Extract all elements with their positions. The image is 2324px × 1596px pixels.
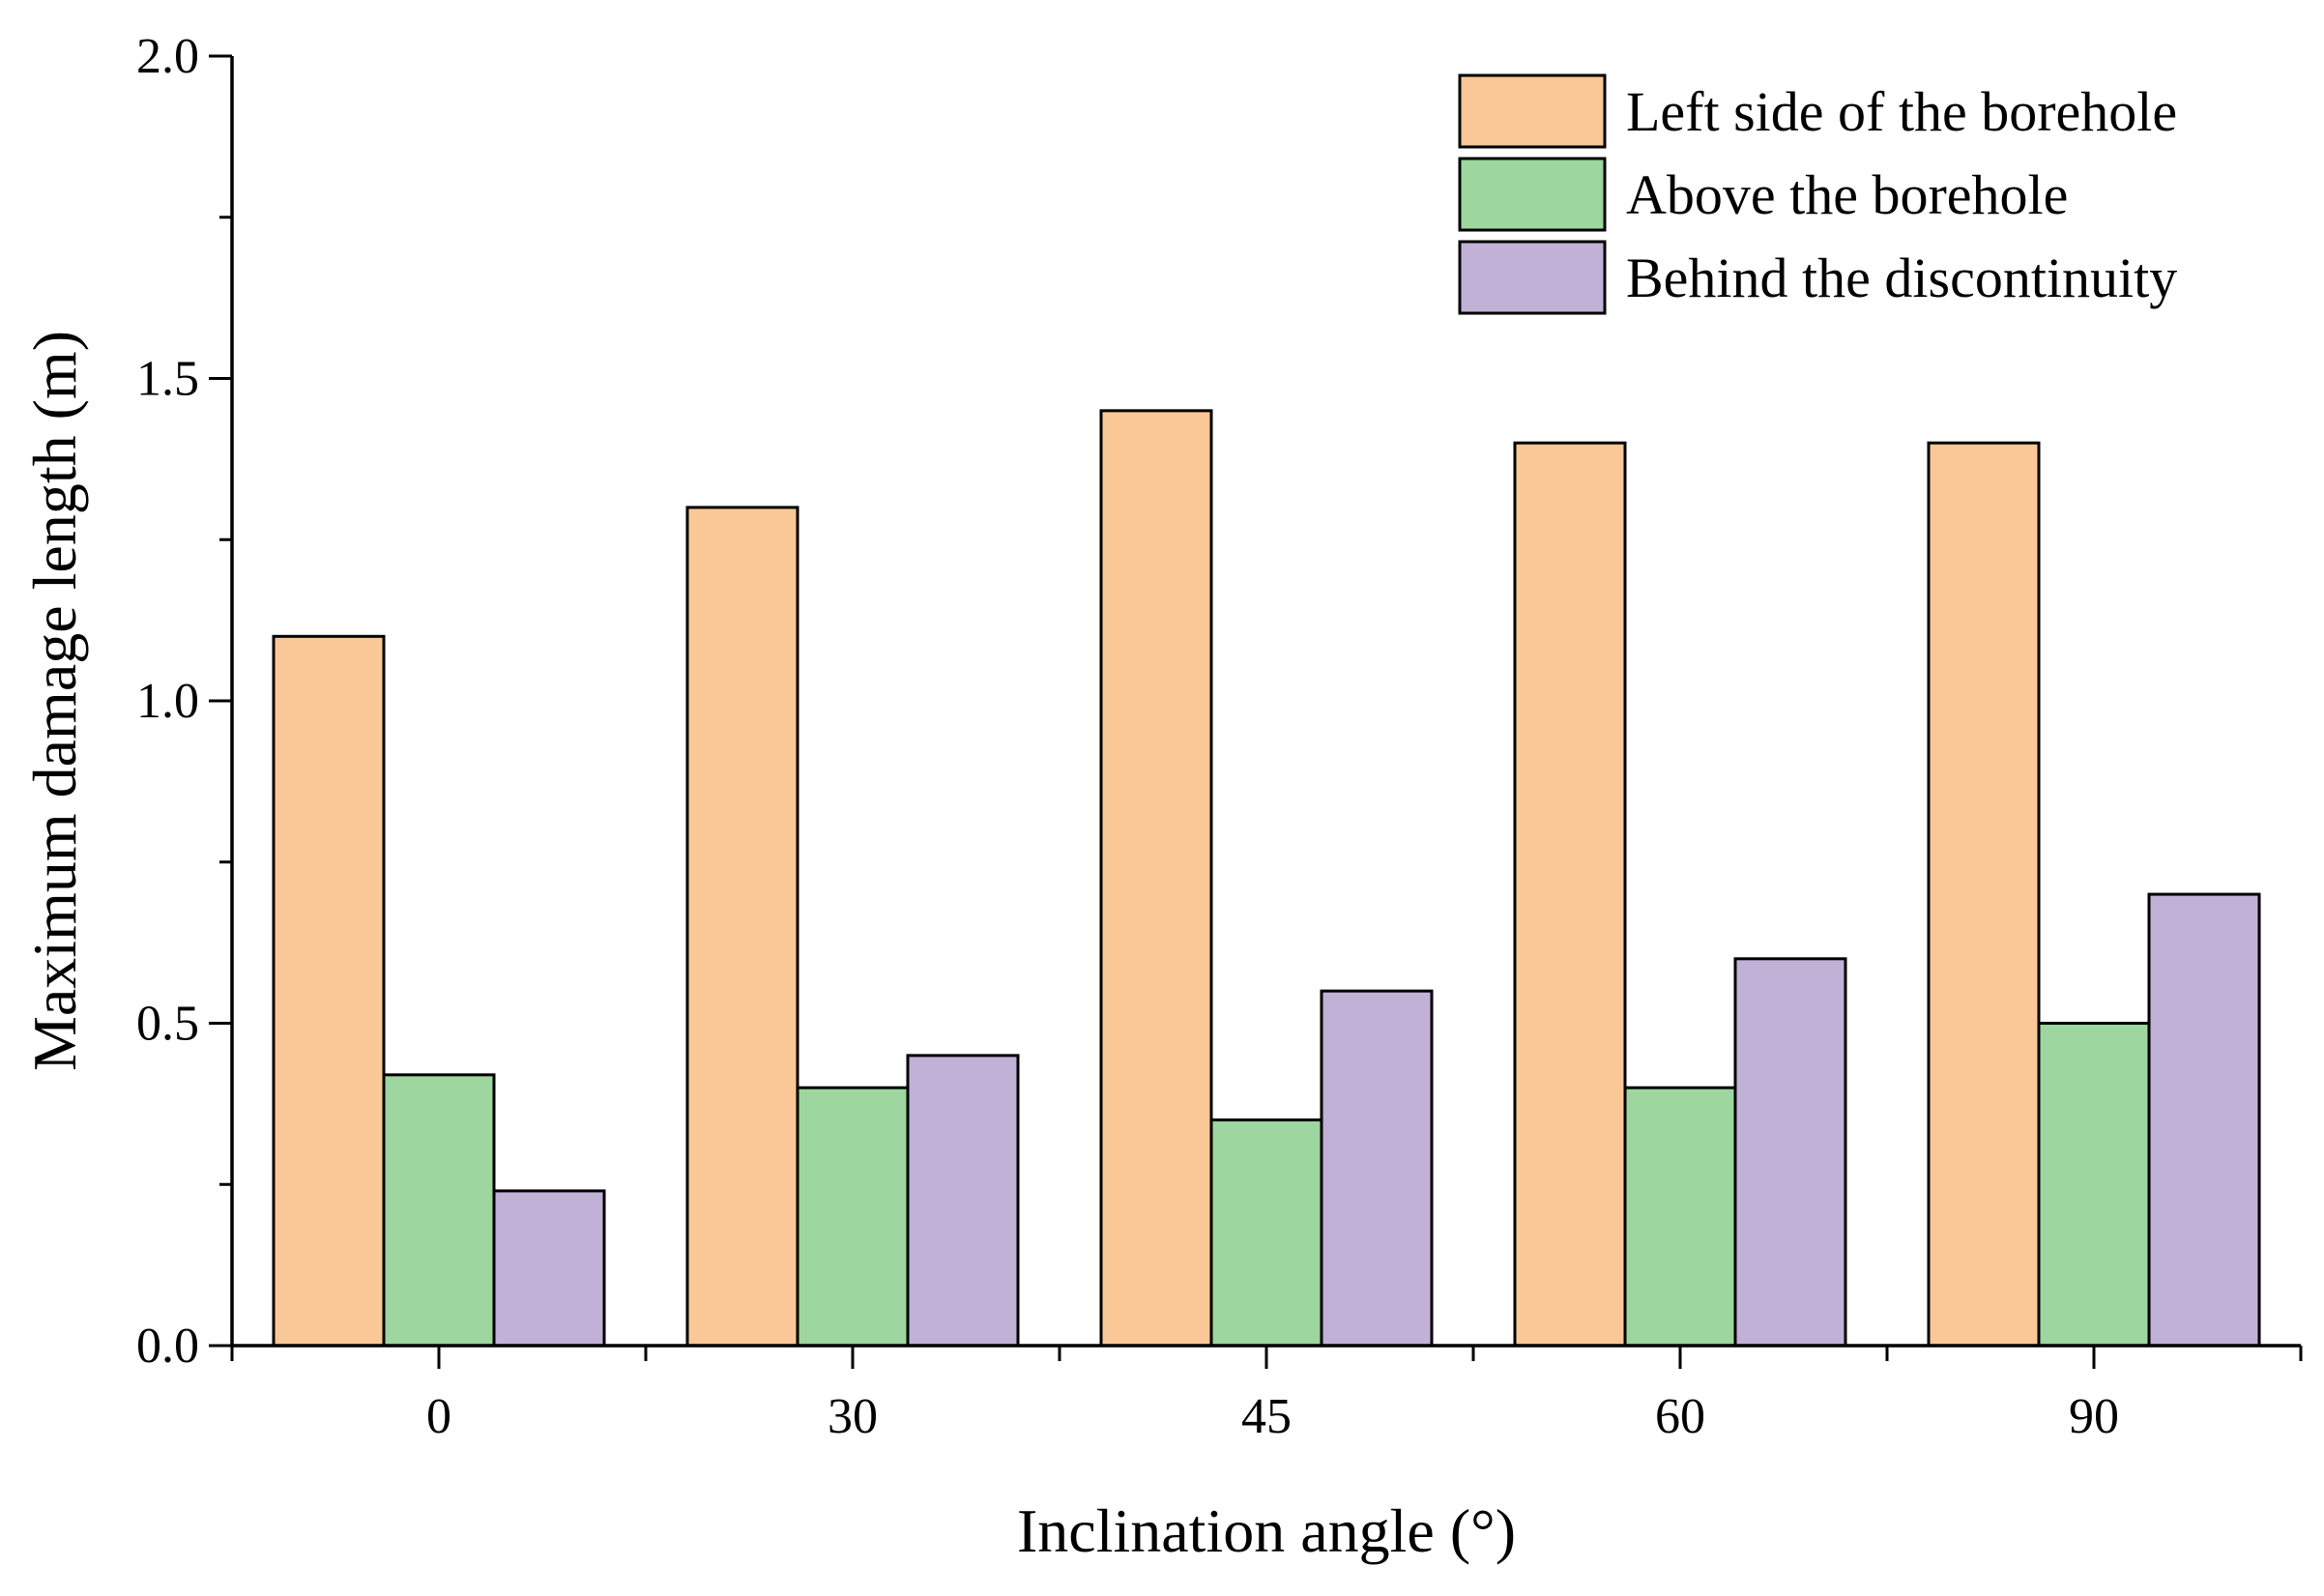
bar-left-side-of-the-borehole-45 <box>1099 409 1213 1348</box>
bar-left-side-of-the-borehole-30 <box>685 506 799 1348</box>
bar-left-side-of-the-borehole-60 <box>1513 441 1627 1348</box>
bar-behind-the-discontinuity-45 <box>1320 989 1434 1348</box>
ticks-group: 0.0 0.5 1.0 1.5 2.0 0 30 45 60 90 <box>136 29 2303 1444</box>
x-tick-label: 30 <box>828 1389 878 1444</box>
bar-behind-the-discontinuity-0 <box>492 1189 606 1348</box>
bar-above-the-borehole-60 <box>1623 1086 1737 1348</box>
bar-left-side-of-the-borehole-0 <box>272 634 386 1348</box>
bars-group <box>272 409 2261 1348</box>
x-axis-title: Inclination angle (°) <box>1017 1496 1516 1565</box>
y-axis-title: Maximum damage length (m) <box>20 331 89 1071</box>
legend-label: Behind the discontinuity <box>1626 247 2177 309</box>
legend-swatch <box>1458 73 1607 149</box>
bar-above-the-borehole-90 <box>2037 1022 2151 1348</box>
bar-behind-the-discontinuity-30 <box>906 1054 1020 1348</box>
x-tick-label: 90 <box>2069 1389 2119 1444</box>
legend: Left side of the borehole Above the boreh… <box>1458 73 2177 315</box>
legend-label: Left side of the borehole <box>1626 80 2177 143</box>
y-tick-label: 1.5 <box>136 352 199 407</box>
bar-behind-the-discontinuity-60 <box>1733 957 1847 1348</box>
x-tick-label: 0 <box>426 1389 451 1444</box>
y-tick-label: 1.0 <box>136 674 199 729</box>
bar-behind-the-discontinuity-90 <box>2147 892 2261 1348</box>
legend-swatch <box>1458 157 1607 232</box>
x-tick-label: 60 <box>1655 1389 1705 1444</box>
y-tick-label: 0.0 <box>136 1319 199 1374</box>
bar-above-the-borehole-0 <box>382 1073 496 1348</box>
legend-label: Above the borehole <box>1626 163 2068 226</box>
bar-above-the-borehole-45 <box>1209 1118 1323 1348</box>
legend-swatch <box>1458 240 1607 315</box>
x-tick-label: 45 <box>1241 1389 1292 1444</box>
bar-above-the-borehole-30 <box>796 1086 910 1348</box>
bar-left-side-of-the-borehole-90 <box>1927 441 2041 1348</box>
y-tick-label: 2.0 <box>136 29 199 84</box>
y-tick-label: 0.5 <box>136 997 199 1052</box>
